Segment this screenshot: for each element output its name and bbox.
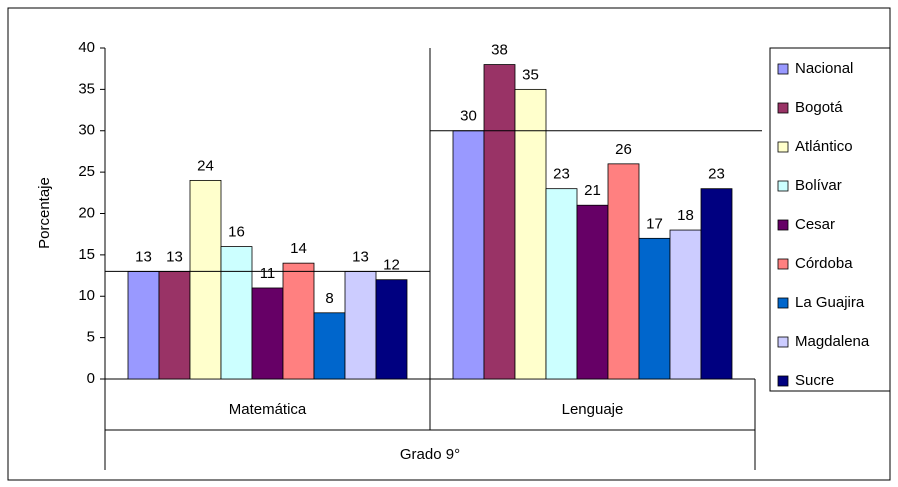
bar [576, 204, 609, 380]
data-label: 30 [460, 108, 477, 125]
bar [189, 179, 222, 380]
bar [452, 130, 485, 380]
legend-swatch [777, 336, 789, 348]
data-label: 26 [615, 141, 632, 158]
bar [313, 312, 346, 380]
y-tick-label: 15 [78, 246, 95, 263]
y-tick-label: 10 [78, 287, 95, 304]
bar [483, 64, 516, 380]
legend-swatch [777, 219, 789, 231]
legend-label: Nacional [795, 60, 853, 77]
data-label: 21 [584, 182, 601, 199]
legend-label: Sucre [795, 372, 834, 389]
data-label: 13 [166, 248, 183, 265]
legend-swatch [777, 258, 789, 270]
legend-swatch [777, 141, 789, 153]
y-tick-label: 20 [78, 204, 95, 221]
data-label: 17 [646, 215, 663, 232]
bar [251, 287, 284, 380]
bar [514, 88, 547, 380]
x-tick-label: Matemática [229, 401, 307, 418]
legend-swatch [777, 102, 789, 114]
chart-border [7, 7, 891, 481]
legend-label: Magdalena [795, 333, 870, 350]
bar [282, 262, 315, 380]
data-label: 38 [491, 42, 508, 59]
legend-swatch [777, 297, 789, 309]
bar [607, 163, 640, 380]
data-label: 35 [522, 66, 539, 83]
bar [127, 271, 160, 380]
legend-label: Bolívar [795, 177, 842, 194]
data-label: 8 [325, 290, 333, 307]
y-tick-label: 30 [78, 122, 95, 139]
x-tick-label: Lenguaje [562, 401, 624, 418]
data-label: 23 [553, 166, 570, 183]
y-tick-label: 5 [87, 329, 95, 346]
bar [344, 271, 377, 380]
data-label: 14 [290, 240, 307, 257]
legend-swatch [777, 375, 789, 387]
y-axis-label: Porcentaje [36, 177, 53, 249]
y-tick-label: 40 [78, 39, 95, 56]
data-label: 23 [708, 166, 725, 183]
data-label: 24 [197, 157, 214, 174]
data-label: 13 [352, 248, 369, 265]
bar [545, 188, 578, 380]
data-label: 11 [260, 265, 276, 282]
bar [669, 229, 702, 380]
data-label: 16 [228, 224, 245, 241]
legend-swatch [777, 180, 789, 192]
data-label: 18 [677, 207, 694, 224]
group-label: Grado 9° [400, 446, 460, 463]
bar [700, 188, 733, 380]
y-tick-label: 35 [78, 80, 95, 97]
legend-label: La Guajira [795, 294, 865, 311]
legend-label: Córdoba [795, 255, 853, 272]
bar [158, 271, 191, 380]
legend-label: Cesar [795, 216, 835, 233]
legend-box [769, 47, 891, 392]
bar [220, 246, 253, 380]
bar [638, 237, 671, 380]
legend-label: Bogotá [795, 99, 843, 116]
y-tick-label: 25 [78, 163, 95, 180]
bar [375, 279, 408, 380]
data-label: 12 [383, 257, 400, 274]
y-tick-label: 0 [87, 370, 95, 387]
data-label: 13 [135, 248, 152, 265]
legend-swatch [777, 63, 789, 75]
legend-label: Atlántico [795, 138, 853, 155]
